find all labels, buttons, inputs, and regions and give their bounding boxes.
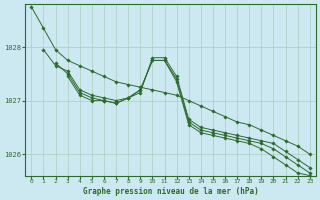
X-axis label: Graphe pression niveau de la mer (hPa): Graphe pression niveau de la mer (hPa) xyxy=(83,187,259,196)
